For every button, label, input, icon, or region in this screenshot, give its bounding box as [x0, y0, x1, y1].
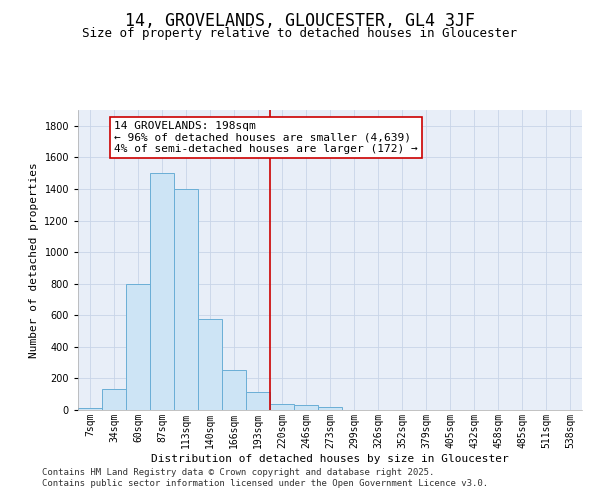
- Bar: [78, 408, 102, 410]
- Bar: [174, 189, 198, 410]
- Y-axis label: Number of detached properties: Number of detached properties: [29, 162, 39, 358]
- Bar: [102, 390, 126, 410]
- Text: 14, GROVELANDS, GLOUCESTER, GL4 3JF: 14, GROVELANDS, GLOUCESTER, GL4 3JF: [125, 12, 475, 30]
- Text: 14 GROVELANDS: 198sqm
← 96% of detached houses are smaller (4,639)
4% of semi-de: 14 GROVELANDS: 198sqm ← 96% of detached …: [114, 121, 418, 154]
- Bar: [294, 406, 318, 410]
- Bar: [222, 370, 246, 410]
- Bar: [198, 319, 222, 410]
- Text: Size of property relative to detached houses in Gloucester: Size of property relative to detached ho…: [83, 28, 517, 40]
- Bar: [126, 284, 150, 410]
- Bar: [270, 404, 294, 410]
- Bar: [318, 407, 342, 410]
- X-axis label: Distribution of detached houses by size in Gloucester: Distribution of detached houses by size …: [151, 454, 509, 464]
- Bar: [150, 173, 174, 410]
- Text: Contains HM Land Registry data © Crown copyright and database right 2025.
Contai: Contains HM Land Registry data © Crown c…: [42, 468, 488, 487]
- Bar: [246, 392, 270, 410]
